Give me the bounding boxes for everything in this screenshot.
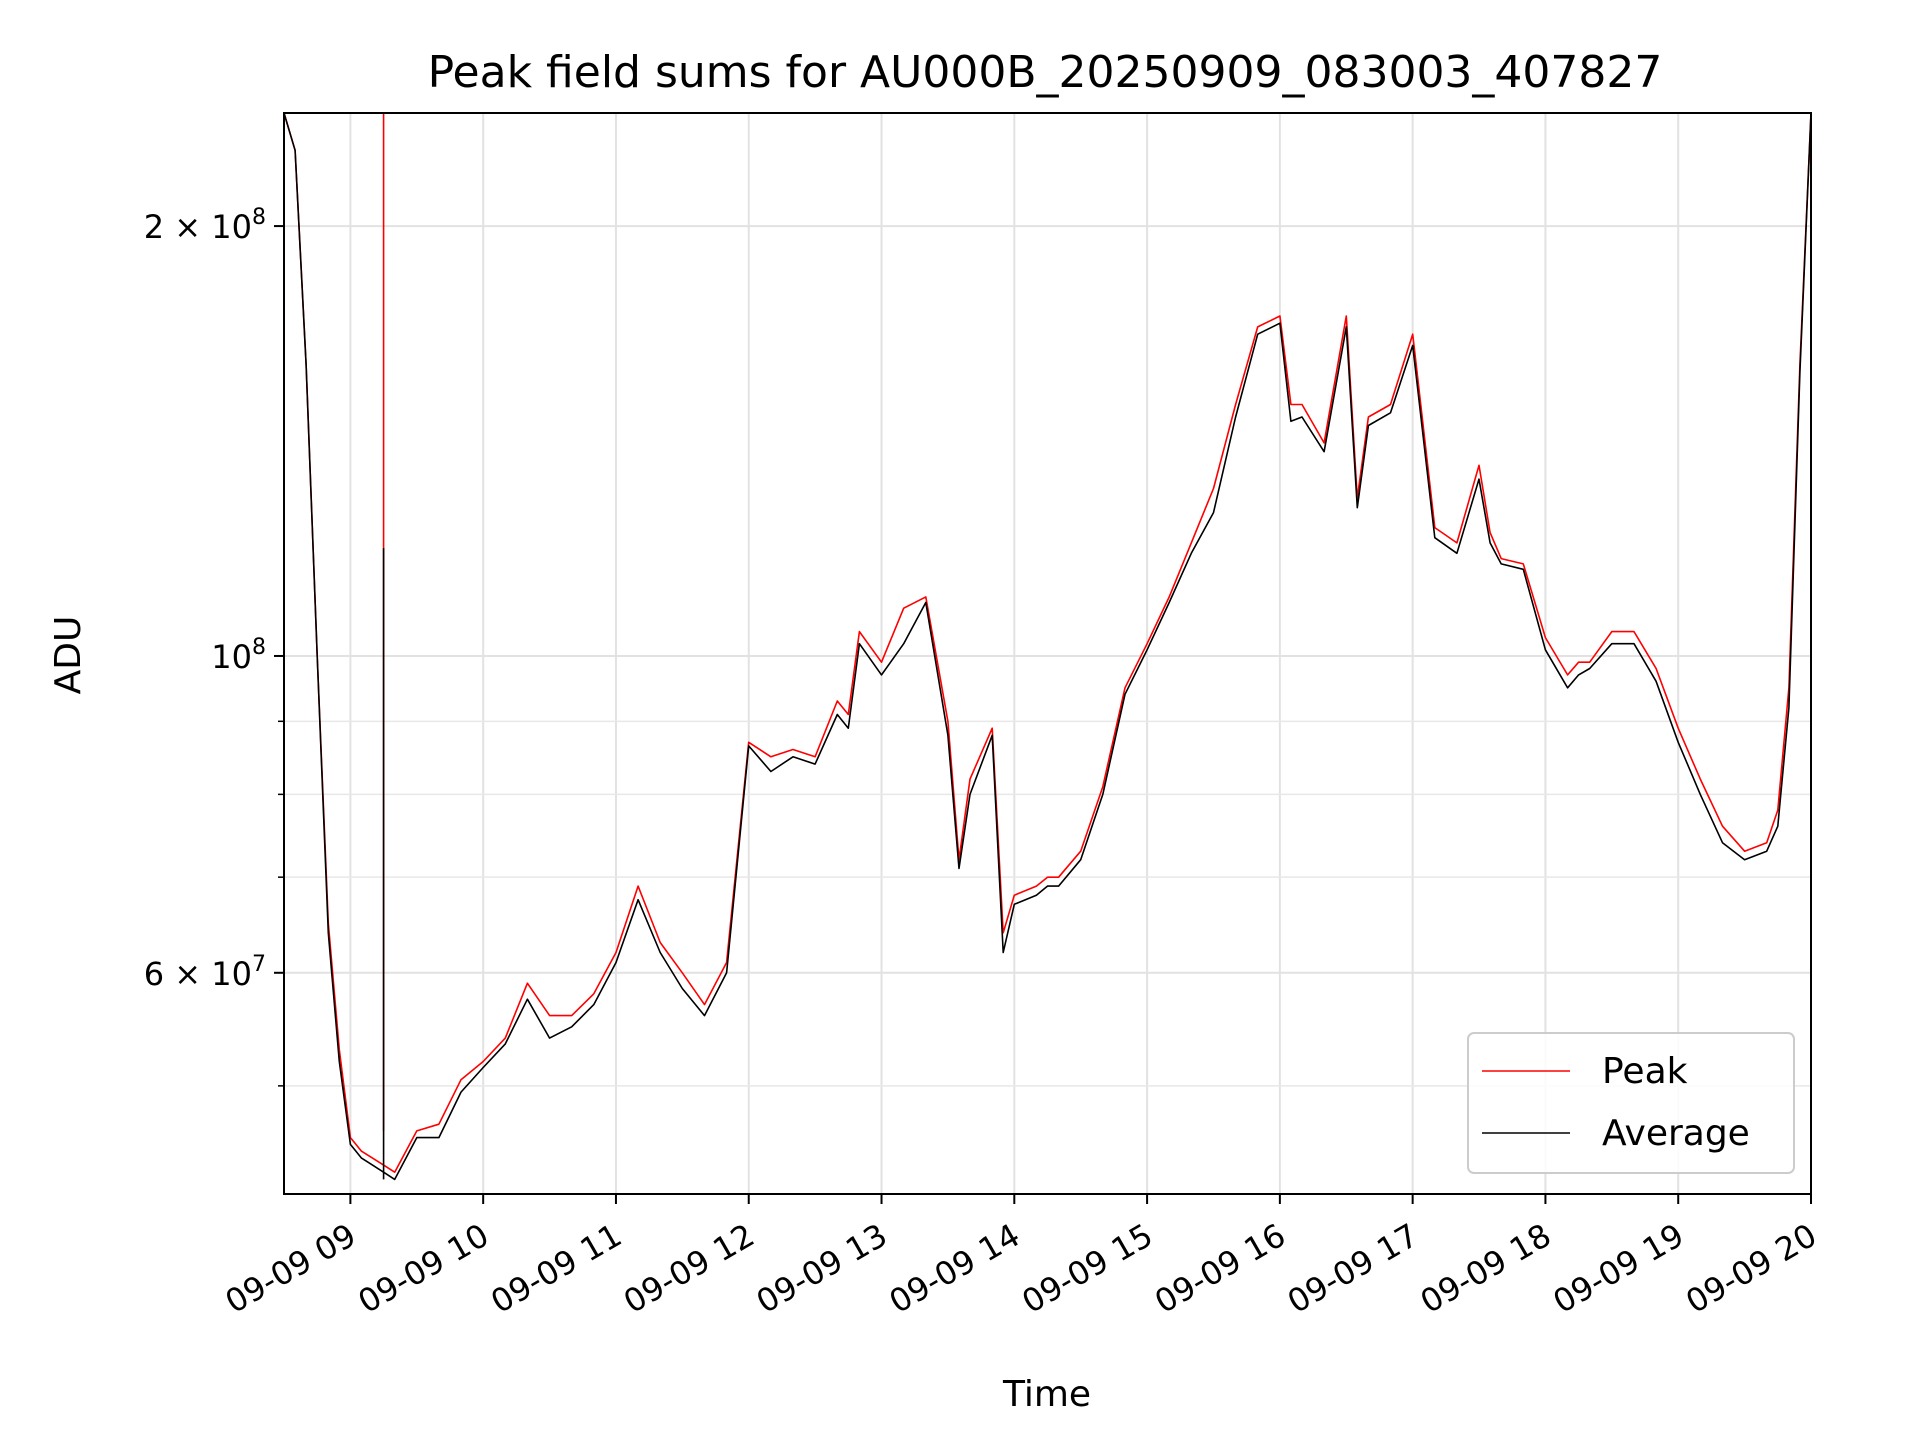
- y-tick-label: 6 × 107: [144, 952, 266, 993]
- series-line-peak: [283, 112, 1812, 1173]
- chart-title: Peak field sums for AU000B_20250909_0830…: [428, 47, 1663, 98]
- legend-label-average: Average: [1602, 1113, 1750, 1154]
- y-axis-ticks: 2 × 108 108 6 × 107: [144, 205, 284, 1087]
- y-axis-label: ADU: [48, 616, 89, 695]
- series-line-average: [283, 112, 1812, 1181]
- y-tick-label: 108: [211, 635, 266, 676]
- legend: Peak Average: [1467, 1032, 1795, 1174]
- legend-label-peak: Peak: [1602, 1051, 1688, 1092]
- y-tick-label: 2 × 108: [144, 205, 266, 246]
- plot-frame: [283, 112, 1812, 1195]
- legend-box: [1467, 1032, 1795, 1174]
- x-axis-label: Time: [1002, 1374, 1091, 1415]
- series-layer: [283, 112, 1812, 1181]
